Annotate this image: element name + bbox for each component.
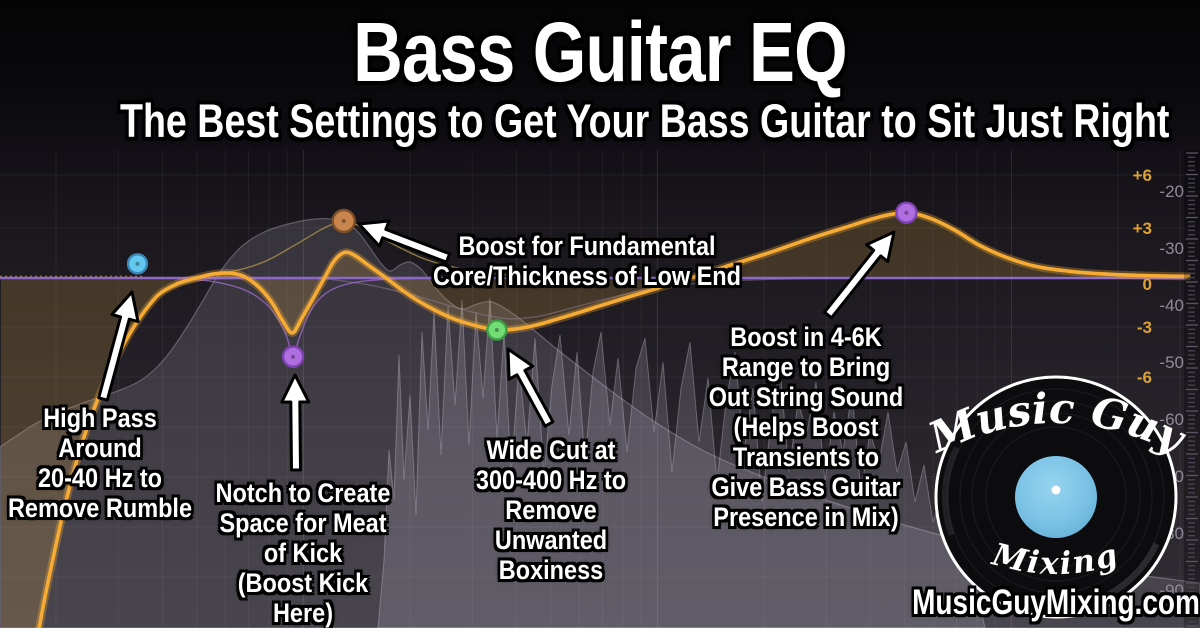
annotation-wide-cut: Wide Cut at 300-400 Hz to Remove Unwanted Bo… — [290, 435, 812, 585]
gain-tick-+6: +6 — [1133, 166, 1152, 185]
annotation-line: 300-400 Hz to — [475, 465, 627, 495]
annotation-line: 20-40 Hz to — [37, 463, 163, 493]
annotation-line: Wide Cut at — [486, 435, 616, 465]
annotation-arrows — [97, 219, 896, 472]
eq-band-handle-center — [904, 210, 909, 215]
gain-tick-+3: +3 — [1133, 219, 1152, 238]
spectrum-tick--90: -90 — [1159, 581, 1184, 600]
annotation-line: Boxiness — [498, 555, 604, 585]
eq-band-handle-box-cut[interactable] — [486, 319, 508, 341]
spectrum-tick--50: -50 — [1159, 353, 1184, 372]
annotation-line: Boost for Fundamental — [458, 231, 716, 261]
spectrum-realtime — [377, 297, 986, 628]
annotation-notch: Notch to Create Space for Meat of Kick (Boo… — [42, 478, 564, 628]
annotation-line: Give Bass Guitar — [711, 472, 901, 502]
spectrum-tick--30: -30 — [1159, 239, 1184, 258]
page-subtitle: The Best Settings to Get Your Bass Guita… — [120, 94, 1170, 147]
eq-band-handle-center — [494, 328, 499, 332]
spectrum-tick--60: -60 — [1159, 410, 1184, 429]
arrow-notch — [280, 373, 311, 472]
arrow-fundamental-boost — [357, 219, 452, 264]
annotation-line: (Boost Kick — [237, 568, 369, 598]
annotation-high-pass: High Pass Around 20-40 Hz to Remove Rumble — [0, 403, 361, 523]
annotation-line: Remove — [505, 495, 597, 525]
annotation-fundamental-boost: Boost for Fundamental Core/Thickness of L… — [326, 231, 848, 291]
spectrum-tick--20: -20 — [1159, 182, 1184, 201]
annotation-line: Presence in Mix) — [713, 502, 899, 532]
eq-band-handle-center — [135, 261, 140, 266]
gain-tick--6: -6 — [1137, 368, 1152, 387]
annotation-line: Unwanted — [494, 525, 608, 555]
annotation-line: Around — [58, 433, 142, 463]
annotation-line: Here) — [272, 598, 334, 628]
gain-tick-0: 0 — [1143, 275, 1152, 294]
website-text: MusicGuyMixing.com — [912, 583, 1200, 622]
eq-curve-fill — [0, 212, 1191, 628]
right-ruler — [1184, 150, 1200, 628]
record-label — [1015, 456, 1097, 538]
annotation-line: (Helps Boost — [733, 412, 879, 442]
annotation-line: Notch to Create — [215, 478, 391, 508]
page-title: Bass Guitar EQ — [353, 5, 848, 99]
annotation-line: Space for Meat — [219, 508, 387, 538]
annotation-line: Range to Bring — [721, 352, 891, 382]
eq-band-handles — [126, 201, 918, 368]
annotation-line: Core/Thickness of Low End — [432, 261, 742, 291]
vinyl-record-logo: Music Guy Mixing — [920, 375, 1194, 619]
eq-band-handle-kick-notch[interactable] — [281, 345, 305, 368]
eq-band-handle-high-pass[interactable] — [126, 253, 149, 275]
spectrum-tick--40: -40 — [1159, 296, 1184, 315]
arrow-wide-cut — [506, 347, 555, 428]
eq-band-handle-center — [291, 354, 296, 359]
annotation-line: of Kick — [263, 538, 343, 568]
eq-band-handle-presence-boost[interactable] — [895, 201, 918, 224]
eq-band-handle-fundamental-boost[interactable] — [331, 208, 356, 234]
annotation-presence-boost: Boost in 4-6K Range to Bring Out String So… — [545, 322, 1067, 532]
arrow-presence-boost — [823, 230, 896, 320]
arrow-high-pass — [97, 290, 140, 402]
annotation-line: Boost in 4-6K — [730, 322, 882, 352]
annotation-line: Remove Rumble — [7, 493, 193, 523]
axis-labels: +6+30-3-6-20-30-40-50-60-70-80-90 — [1133, 166, 1184, 600]
eq-curve-fill-shape — [1, 212, 1191, 628]
annotation-line: Transients to — [732, 442, 880, 472]
annotation-line: Out String Sound — [708, 382, 904, 412]
eq-band-handle-center — [341, 219, 346, 223]
band-curve-box-cut — [320, 277, 855, 320]
annotation-line: High Pass — [43, 403, 157, 433]
record-spindle-hole — [1051, 485, 1061, 495]
gain-tick--3: -3 — [1137, 318, 1152, 337]
